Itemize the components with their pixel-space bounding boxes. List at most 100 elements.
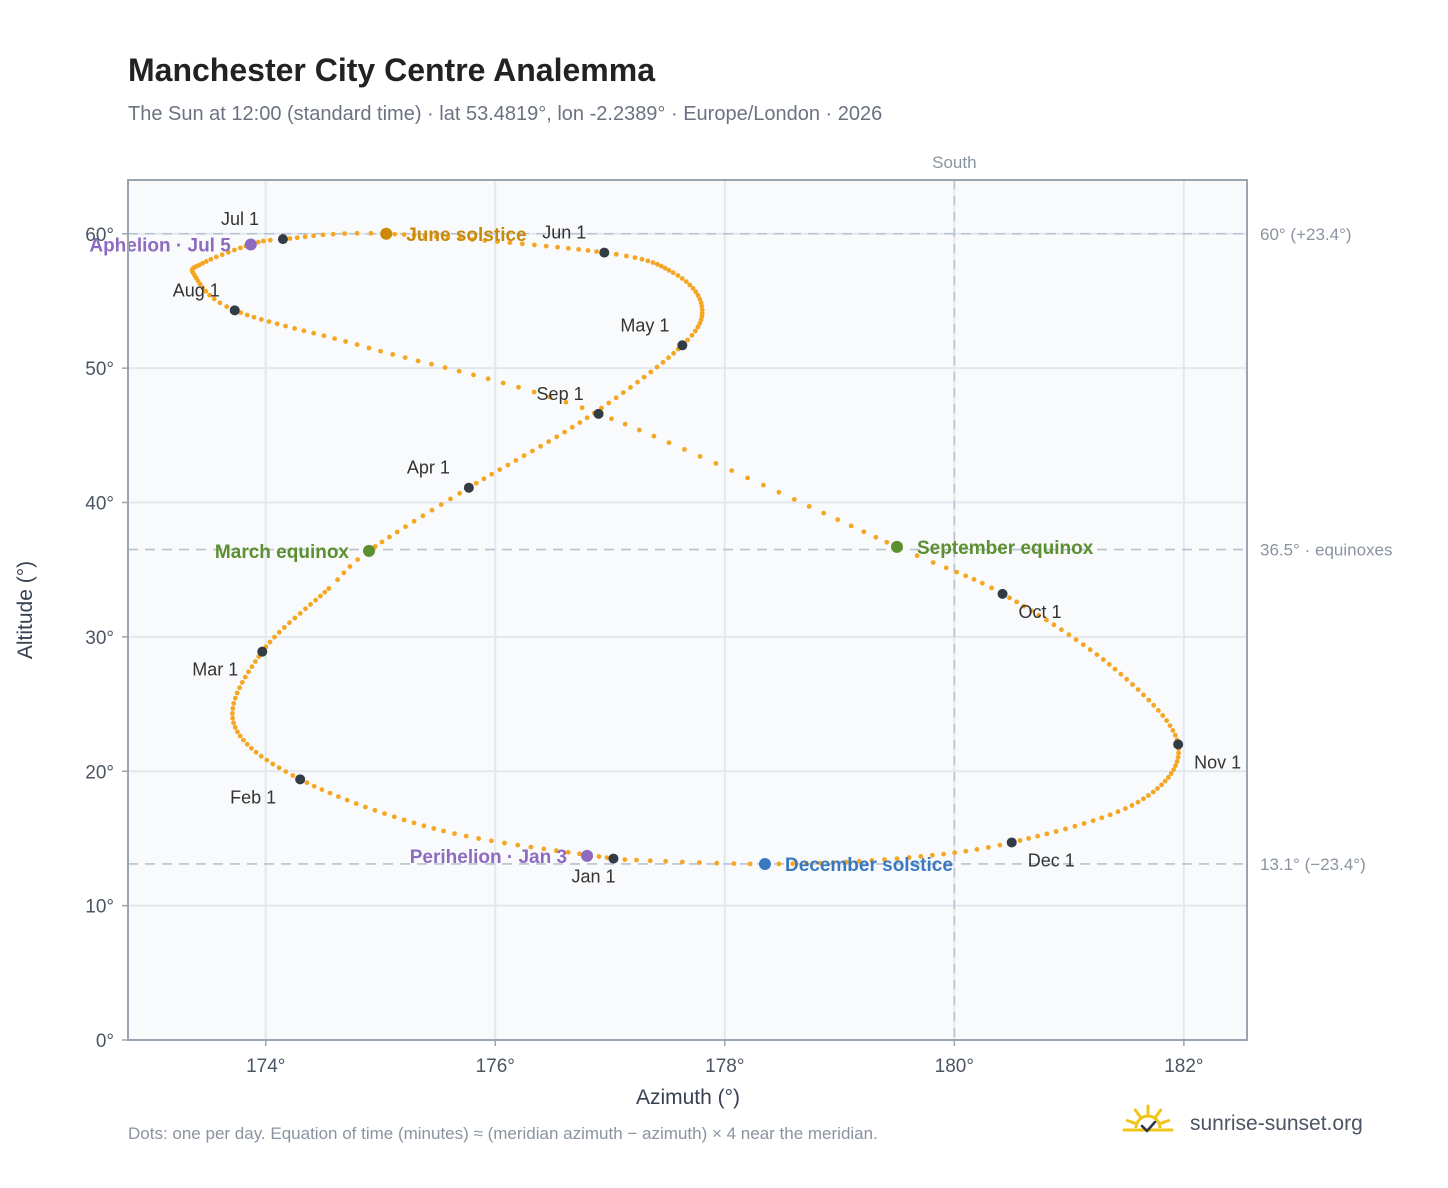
daily-dot <box>411 232 417 238</box>
daily-dot <box>341 570 347 576</box>
daily-dot <box>519 241 525 247</box>
daily-dot <box>1028 608 1034 614</box>
daily-dot <box>473 480 479 486</box>
daily-dot <box>230 706 236 711</box>
daily-dot <box>569 424 575 430</box>
event-markers: June solstice March equinox September equi… <box>89 225 1093 876</box>
daily-dot <box>401 232 407 238</box>
daily-dot <box>253 659 258 664</box>
daily-dot <box>670 270 676 276</box>
daily-dot <box>379 539 385 545</box>
daily-dot <box>1155 786 1160 791</box>
x-axis-label: Azimuth (°) <box>636 1086 740 1109</box>
daily-dot <box>647 858 653 864</box>
daily-dot <box>654 364 660 370</box>
daily-dot <box>390 352 396 357</box>
month-marker <box>463 482 474 493</box>
daily-dot <box>906 855 912 860</box>
y-tick-label: 30° <box>85 628 114 649</box>
daily-dot <box>584 415 590 421</box>
daily-dot <box>555 244 560 250</box>
daily-dot <box>974 847 980 852</box>
month-marker-label: Jul 1 <box>221 209 259 229</box>
daily-dot <box>1044 831 1050 837</box>
y-tick-label: 50° <box>85 359 114 380</box>
month-marker-label: Mar 1 <box>192 660 238 680</box>
daily-dot <box>301 328 307 334</box>
daily-dot <box>1112 666 1118 672</box>
daily-dot <box>679 276 685 281</box>
daily-dot <box>776 861 782 867</box>
daily-dot <box>251 314 257 320</box>
daily-dot <box>326 586 332 591</box>
daily-dot <box>848 523 854 529</box>
event-label: September equinox <box>917 538 1094 559</box>
daily-dot <box>604 855 610 860</box>
daily-dot <box>272 634 277 640</box>
month-markers: Jan 1 Feb 1 Mar 1 Apr 1 May 1 Jun 1 Jul 1 Aug 1… <box>173 209 1241 886</box>
daily-dot <box>368 230 374 236</box>
axis-ticks: 174° 176° 178° 180° 182° 0° 10° 20° 30° 40° 50° 60° <box>85 225 1203 1077</box>
daily-dot <box>382 811 387 816</box>
daily-dot <box>319 787 325 792</box>
daily-dot <box>622 857 628 862</box>
daily-dot <box>255 239 261 245</box>
daily-dot <box>366 345 372 351</box>
daily-dot <box>287 620 292 626</box>
month-marker-label: Dec 1 <box>1028 850 1075 870</box>
daily-dot <box>429 361 434 367</box>
daily-dot <box>274 321 280 327</box>
daily-dot <box>641 374 647 380</box>
daily-dot <box>401 817 407 823</box>
daily-dot <box>1007 595 1012 601</box>
daily-dot <box>200 285 206 290</box>
daily-dot <box>500 380 506 386</box>
daily-dot <box>566 245 571 251</box>
daily-dot <box>507 240 513 246</box>
daily-dot <box>675 273 681 278</box>
daily-dot <box>650 260 656 265</box>
daily-dot <box>873 534 879 540</box>
daily-dot <box>914 553 920 559</box>
daily-dot <box>1118 671 1124 677</box>
daily-dot <box>276 765 282 771</box>
daily-dot <box>197 281 203 287</box>
daily-dot <box>231 720 237 726</box>
daily-dot <box>363 804 368 810</box>
month-marker <box>1006 837 1017 848</box>
sun-arc <box>1134 1114 1162 1129</box>
daily-dot <box>1173 763 1178 768</box>
daily-dot <box>442 365 448 370</box>
daily-dot <box>553 848 559 854</box>
daily-dot <box>620 390 626 395</box>
daily-dot <box>594 249 599 255</box>
daily-dot <box>246 669 251 675</box>
daily-dot <box>322 589 328 595</box>
daily-dot <box>579 405 585 411</box>
month-marker <box>997 588 1008 599</box>
plot-frame <box>127 179 1248 1041</box>
daily-dot <box>1135 687 1141 692</box>
daily-dot <box>1150 789 1156 795</box>
daily-dot <box>267 237 273 243</box>
month-marker <box>608 853 619 864</box>
daily-dot <box>1017 838 1023 843</box>
daily-dot <box>1081 821 1087 826</box>
month-marker-label: Sep 1 <box>537 384 584 404</box>
daily-dot <box>989 585 994 591</box>
month-marker <box>277 234 288 245</box>
daily-dot <box>1174 759 1180 764</box>
brand-logo[interactable]: sunrise-sunset.org <box>1120 1100 1420 1148</box>
daily-dot <box>318 593 323 599</box>
check-mark <box>1140 1120 1157 1133</box>
daily-dot <box>1151 702 1157 708</box>
daily-dot <box>1160 713 1166 718</box>
daily-dot <box>538 443 543 449</box>
daily-dot <box>963 848 969 854</box>
daily-dot <box>929 852 935 858</box>
daily-dot <box>554 434 560 440</box>
month-marker <box>1173 739 1184 750</box>
daily-dot <box>1090 818 1096 824</box>
daily-dot <box>1051 622 1057 628</box>
daily-dot <box>237 685 243 691</box>
